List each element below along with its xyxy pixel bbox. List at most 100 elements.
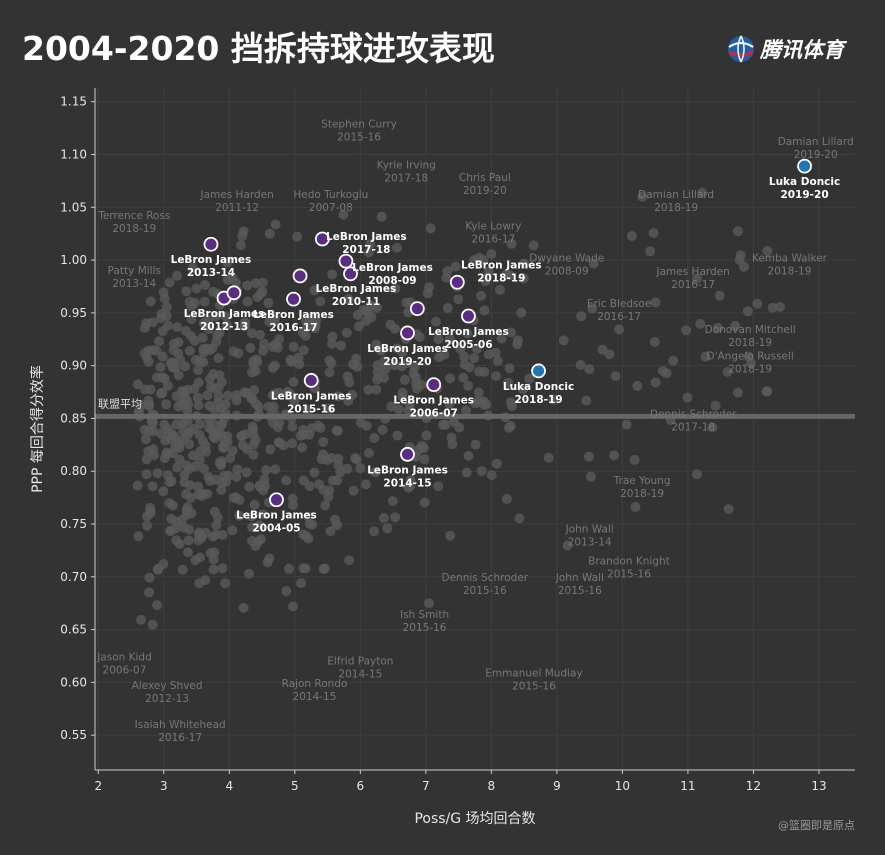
background-point [231, 390, 242, 400]
background-point [681, 325, 692, 336]
background-point [695, 318, 706, 329]
background-point [507, 401, 517, 412]
background-point [213, 353, 224, 364]
luka-label-name: Luka Doncic [769, 176, 840, 188]
annotation-season: 2014-15 [338, 669, 382, 681]
background-point [315, 422, 326, 433]
background-point [141, 352, 152, 363]
background-point [158, 287, 169, 298]
background-point [296, 578, 307, 589]
background-point [288, 601, 299, 612]
y-tick-label: 0.75 [60, 517, 87, 531]
background-point [246, 328, 257, 339]
background-point [480, 276, 491, 287]
annotation-season: 2015-16 [558, 585, 602, 597]
x-tick-label: 13 [811, 779, 826, 793]
y-tick-label: 0.80 [60, 464, 87, 478]
background-point [320, 500, 331, 511]
background-point [200, 280, 211, 290]
y-tick-label: 0.70 [60, 570, 87, 584]
background-point [461, 405, 472, 416]
background-point [472, 343, 482, 354]
background-point [342, 371, 353, 382]
background-point [159, 419, 170, 430]
annotation-name: John Wall [565, 524, 614, 536]
background-point [762, 386, 773, 397]
background-point [496, 333, 507, 344]
background-point [455, 344, 466, 354]
background-point [190, 555, 201, 566]
background-point [444, 334, 455, 345]
background-point [348, 485, 359, 496]
background-point [267, 418, 278, 428]
background-point [323, 403, 334, 414]
background-point [327, 269, 338, 280]
background-point [197, 332, 208, 343]
background-point [287, 493, 298, 504]
background-point [252, 356, 263, 367]
background-point [182, 405, 193, 416]
lebron-label-name: LeBron James [352, 262, 433, 274]
background-point [362, 306, 372, 317]
background-point [414, 332, 425, 343]
league-average-label: 联盟平均 [98, 397, 142, 410]
annotation-season: 2013-14 [568, 537, 612, 549]
y-tick-label: 0.55 [60, 728, 87, 742]
background-point [259, 338, 269, 349]
background-point [211, 474, 222, 485]
background-point [445, 530, 456, 541]
background-point [331, 425, 342, 436]
background-point [145, 384, 156, 395]
background-point [241, 467, 252, 478]
background-point [394, 404, 404, 415]
background-point [385, 319, 396, 330]
annotation-season: 2008-09 [545, 265, 589, 277]
x-tick-label: 4 [225, 779, 233, 793]
background-point [242, 280, 253, 291]
background-point [445, 373, 456, 384]
background-point [257, 509, 268, 520]
annotation-name: Emmanuel Mudiay [485, 667, 583, 679]
annotation-name: Damian Lillard [778, 136, 854, 148]
background-point [422, 288, 433, 299]
background-point [376, 345, 387, 355]
background-point [442, 266, 453, 277]
lebron-label-season: 2004-05 [252, 523, 300, 535]
background-point [463, 380, 474, 391]
luka-point [531, 363, 546, 379]
lebron-label-season: 2016-17 [269, 322, 317, 334]
background-point [217, 563, 228, 574]
x-tick-label: 7 [422, 779, 430, 793]
background-point [155, 362, 166, 373]
background-point [178, 522, 189, 533]
background-point [265, 444, 276, 455]
background-point [730, 320, 741, 331]
background-point [614, 324, 625, 335]
background-point [519, 258, 530, 269]
background-point [144, 587, 155, 598]
y-tick-label: 0.60 [60, 675, 87, 689]
background-point [585, 471, 596, 482]
background-point [682, 392, 693, 403]
background-point [233, 348, 244, 359]
background-point [269, 312, 280, 323]
background-point [173, 337, 184, 348]
lebron-label-name: LeBron James [316, 283, 397, 295]
background-point [208, 369, 219, 380]
background-point [491, 458, 502, 469]
chart-title: 2004-2020 挡拆持球进攻表现 [22, 29, 495, 68]
background-point [752, 298, 763, 309]
background-point [247, 421, 258, 432]
background-point [182, 416, 193, 427]
background-point [318, 436, 329, 447]
background-point [632, 381, 643, 391]
brand-logo: 腾讯体育 [726, 32, 844, 66]
annotation-season: 2014-15 [293, 691, 337, 703]
background-point [212, 330, 223, 341]
